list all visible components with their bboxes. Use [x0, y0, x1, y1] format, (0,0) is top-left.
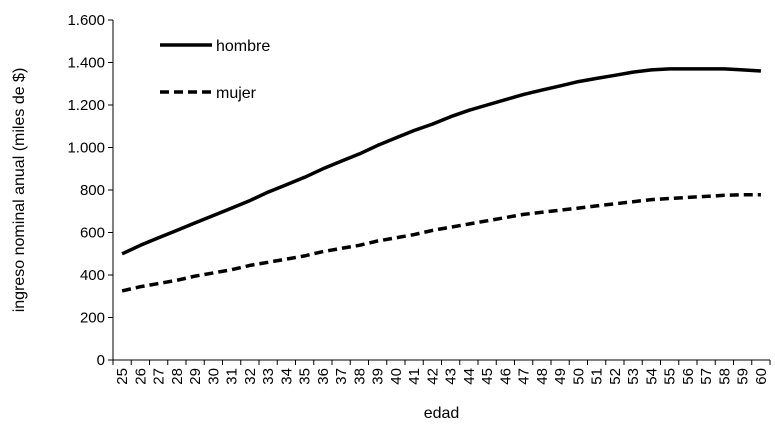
x-tick-label: 46	[497, 368, 514, 385]
y-tick-label: 1.600	[67, 12, 105, 29]
legend-label-hombre: hombre	[216, 38, 270, 55]
x-tick-label: 57	[698, 368, 715, 385]
x-tick-label: 29	[187, 368, 204, 385]
y-tick-label: 1.000	[67, 140, 105, 157]
x-tick-label: 40	[388, 368, 405, 385]
y-tick-label: 600	[80, 225, 105, 242]
x-tick-label: 33	[260, 368, 277, 385]
x-tick-label: 58	[716, 368, 733, 385]
x-tick-label: 43	[443, 368, 460, 385]
x-tick-label: 30	[205, 368, 222, 385]
x-tick-label: 26	[132, 368, 149, 385]
x-tick-label: 52	[607, 368, 624, 385]
series-lines	[121, 67, 762, 293]
x-tick-label: 39	[370, 368, 387, 385]
x-tick-label: 27	[151, 368, 168, 385]
x-tick-label: 38	[351, 368, 368, 385]
x-tick-label: 50	[570, 368, 587, 385]
x-tick-label: 54	[643, 368, 660, 385]
series-line-mujer	[121, 192, 761, 293]
y-tick-label: 400	[80, 267, 105, 284]
series-line-hombre	[121, 67, 762, 256]
y-tick-label: 200	[80, 310, 105, 327]
x-tick-label: 60	[753, 368, 770, 385]
y-tick-label: 1.400	[67, 55, 105, 72]
x-tick-label: 35	[297, 368, 314, 385]
x-tick-label: 44	[461, 368, 478, 385]
x-tick-label: 48	[534, 368, 551, 385]
x-axis-title: edad	[424, 405, 460, 422]
y-axis-title: ingreso nominal anual (miles de $)	[11, 68, 28, 313]
x-tick-label: 37	[333, 368, 350, 385]
y-tick-label: 0	[97, 352, 105, 369]
x-tick-label: 47	[516, 368, 533, 385]
y-tick-label: 800	[80, 182, 105, 199]
x-tick-label: 59	[735, 368, 752, 385]
x-tick-label: 51	[589, 368, 606, 385]
y-tick-label: 1.200	[67, 97, 105, 114]
legend-label-mujer: mujer	[216, 85, 257, 102]
x-tick-label: 36	[315, 368, 332, 385]
legend: hombre mujer	[160, 38, 270, 102]
axes	[112, 20, 770, 361]
x-tick-label: 28	[169, 368, 186, 385]
y-ticks: 0 200 400 600 800 1.000 1.200 1.400 1.600	[67, 12, 113, 369]
x-tick-label: 55	[662, 368, 679, 385]
x-ticks: 25 26 27 28 29 30 31 32 33 34 35 36 37 38 39 40 41 42 43 44…	[112, 360, 771, 385]
x-tick-label: 45	[479, 368, 496, 385]
x-tick-label: 41	[406, 368, 423, 385]
x-tick-label: 25	[114, 368, 131, 385]
x-tick-label: 53	[625, 368, 642, 385]
x-tick-label: 32	[242, 368, 259, 385]
x-tick-label: 42	[424, 368, 441, 385]
x-tick-label: 34	[278, 368, 295, 385]
x-tick-label: 49	[552, 368, 569, 385]
x-tick-label: 31	[224, 368, 241, 385]
x-tick-label: 56	[680, 368, 697, 385]
